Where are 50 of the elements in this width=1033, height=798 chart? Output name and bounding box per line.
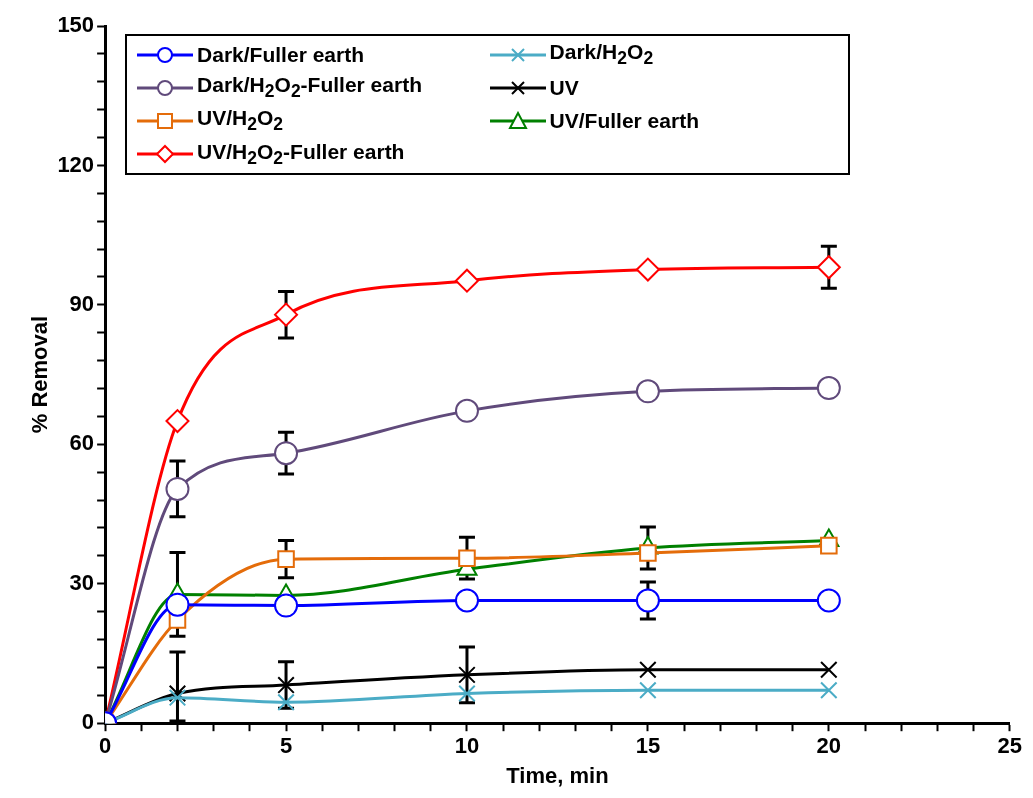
y-tick-label: 90 [69,290,95,316]
y-tick-label: 30 [69,569,95,595]
point [635,588,660,613]
point [639,681,657,699]
point [454,398,479,423]
x-tick-label: 25 [997,733,1023,759]
x-tick-label: 10 [454,733,480,759]
point [820,660,838,679]
point [274,441,299,466]
point [165,409,190,434]
point [639,544,657,562]
point [458,666,476,684]
point [165,476,190,501]
point [820,536,838,555]
point [458,684,476,703]
point [635,257,660,282]
point [820,681,838,699]
point [816,376,841,401]
y-tick-label: 120 [57,151,95,177]
point [816,588,841,613]
point [274,302,299,327]
x-axis-title: Time, min [506,762,609,788]
legend-label: UV/H$_{2}$O$_{2}$-Fuller earth [197,139,405,169]
legend-label: UV [549,75,579,100]
point [454,588,479,613]
legend-label: UV/Fuller earth [549,108,699,133]
y-tick-label: 0 [81,709,95,735]
legend-label: Dark/H$_{2}$O$_{2}$ [549,40,654,70]
legend-label: Dark/Fuller earth [197,42,364,67]
x-tick-label: 0 [98,733,112,759]
point [458,549,476,567]
y-tick-label: 150 [57,12,95,38]
x-tick-label: 20 [816,733,842,759]
y-tick-label: 60 [69,430,95,456]
point [274,593,299,618]
y-axis-title: % Removal [27,315,53,434]
point [277,676,295,694]
legend-label: UV/H$_{2}$O$_{2}$ [197,106,284,136]
x-tick-label: 15 [635,733,661,759]
point [816,255,841,280]
point [639,660,657,679]
x-tick-label: 5 [279,733,293,759]
point [277,693,295,712]
point [454,268,479,293]
point [168,688,187,707]
point [277,550,295,568]
point [165,592,190,617]
legend-label: Dark/H$_{2}$O$_{2}$-Fuller earth [197,73,422,103]
point [168,684,187,703]
point [635,379,660,404]
